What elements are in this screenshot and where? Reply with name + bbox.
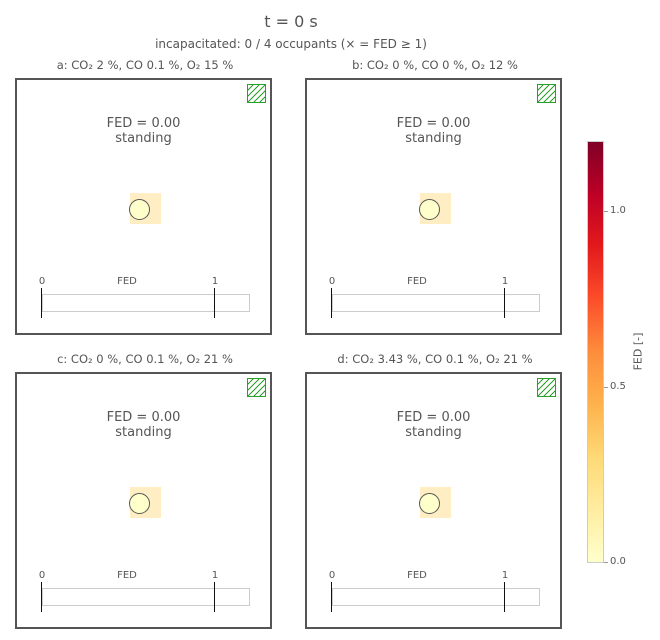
fed-bar	[42, 294, 250, 312]
occupant-state: standing	[405, 425, 462, 440]
panel-d: FED = 0.00 standing 0 FED 1	[305, 372, 562, 629]
fed-bar-tick-1	[214, 582, 216, 612]
fed-readout: FED = 0.00 standing	[307, 410, 560, 440]
fed-value: FED = 0.00	[396, 410, 471, 425]
colorbar-tick-label-1-0: 1.0	[610, 205, 626, 216]
panel-title-a: a: CO₂ 2 %, CO 0.1 %, O₂ 15 %	[56, 58, 234, 72]
fed-value: FED = 0.00	[106, 410, 181, 425]
colorbar-tick-0-0	[604, 562, 608, 563]
fed-bar	[332, 588, 540, 606]
colorbar-tick-1-0	[604, 211, 608, 212]
fed-bar-label: FED	[117, 276, 137, 287]
fed-bar-tick-label-1: 1	[211, 276, 219, 287]
occupant-state: standing	[115, 131, 172, 146]
panel-title-c: c: CO₂ 0 %, CO 0.1 %, O₂ 21 %	[57, 352, 233, 366]
fed-readout: FED = 0.00 standing	[17, 410, 270, 440]
panel-a: FED = 0.00 standing 0 FED 1	[15, 78, 272, 335]
hatch-icon	[247, 378, 266, 397]
fed-bar	[332, 294, 540, 312]
occupant-marker	[419, 199, 440, 220]
panel-b: FED = 0.00 standing 0 FED 1	[305, 78, 562, 335]
fed-bar-tick-1	[504, 288, 506, 318]
occupant-marker	[129, 493, 150, 514]
fed-value: FED = 0.00	[106, 116, 181, 131]
figure-title: t = 0 s	[264, 12, 318, 31]
hatch-icon	[247, 84, 266, 103]
fed-bar-tick-0	[331, 582, 333, 612]
fed-bar-tick-1	[504, 582, 506, 612]
fed-bar-tick-label-1: 1	[211, 570, 219, 581]
figure-subtitle: incapacitated: 0 / 4 occupants (× = FED …	[155, 37, 427, 51]
fed-bar	[42, 588, 250, 606]
colorbar	[587, 141, 604, 563]
fed-value: FED = 0.00	[396, 116, 471, 131]
fed-bar-label: FED	[407, 276, 427, 287]
panel-title-b: b: CO₂ 0 %, CO 0 %, O₂ 12 %	[352, 58, 518, 72]
fed-bar-tick-label-1: 1	[501, 570, 509, 581]
hatch-icon	[537, 378, 556, 397]
fed-bar-tick-label-1: 1	[501, 276, 509, 287]
fed-bar-tick-label-0: 0	[328, 570, 336, 581]
occupant-marker	[419, 493, 440, 514]
occupant-state: standing	[405, 131, 462, 146]
colorbar-tick-label-0-5: 0.5	[610, 381, 626, 392]
panel-c: FED = 0.00 standing 0 FED 1	[15, 372, 272, 629]
fed-bar-tick-0	[331, 288, 333, 318]
fed-bar-tick-label-0: 0	[328, 276, 336, 287]
fed-bar-tick-label-0: 0	[38, 276, 46, 287]
fed-readout: FED = 0.00 standing	[17, 116, 270, 146]
occupant-marker	[129, 199, 150, 220]
hatch-icon	[537, 84, 556, 103]
panel-title-d: d: CO₂ 3.43 %, CO 0.1 %, O₂ 21 %	[337, 352, 533, 366]
fed-bar-label: FED	[117, 570, 137, 581]
colorbar-tick-label-0-0: 0.0	[610, 556, 626, 567]
colorbar-label: FED [-]	[631, 332, 645, 371]
occupant-state: standing	[115, 425, 172, 440]
fed-bar-tick-0	[41, 582, 43, 612]
fed-readout: FED = 0.00 standing	[307, 116, 560, 146]
fed-bar-tick-1	[214, 288, 216, 318]
fed-bar-label: FED	[407, 570, 427, 581]
colorbar-tick-0-5	[604, 387, 608, 388]
fed-bar-tick-label-0: 0	[38, 570, 46, 581]
fed-bar-tick-0	[41, 288, 43, 318]
